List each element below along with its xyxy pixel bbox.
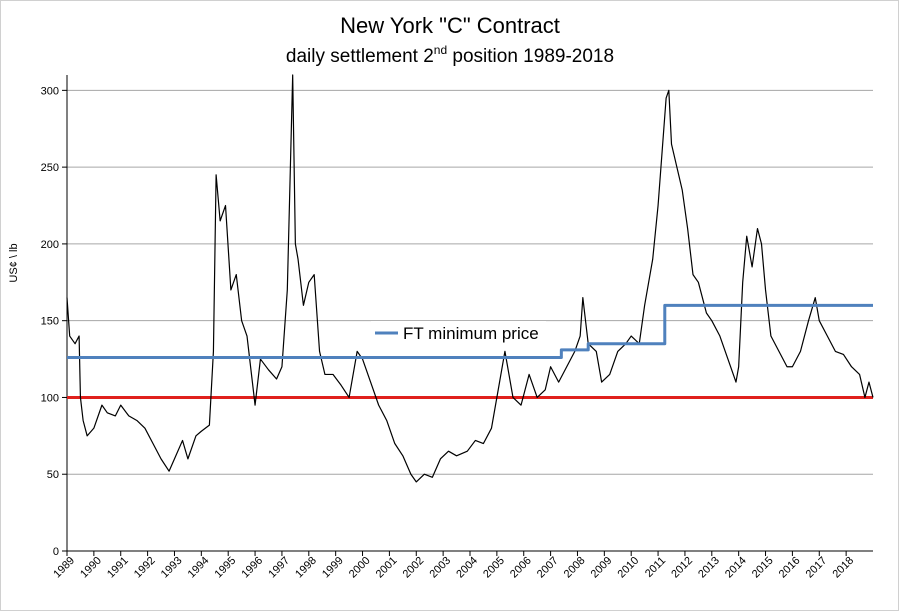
y-tick-label: 100 — [41, 392, 59, 404]
subtitle-part: daily settlement 2 — [286, 46, 434, 67]
y-axis-label: US¢ \ lb — [8, 243, 20, 282]
y-tick-label: 300 — [41, 85, 59, 97]
y-tick-label: 200 — [41, 239, 59, 251]
legend-bg — [371, 321, 546, 345]
y-tick-label: 250 — [41, 162, 59, 174]
subtitle-part: position 1989-2018 — [447, 46, 614, 67]
chart-subtitle: daily settlement 2nd position 1989-2018 — [286, 43, 614, 67]
legend-label: FT minimum price — [403, 324, 539, 343]
y-tick-label: 150 — [41, 316, 59, 328]
series-line — [67, 303, 873, 360]
y-tick-label: 50 — [47, 469, 59, 481]
y-tick-label: 0 — [53, 546, 59, 558]
series-line — [66, 74, 874, 483]
subtitle-sup: nd — [434, 43, 447, 57]
chart-title: New York "C" Contract — [340, 13, 560, 38]
